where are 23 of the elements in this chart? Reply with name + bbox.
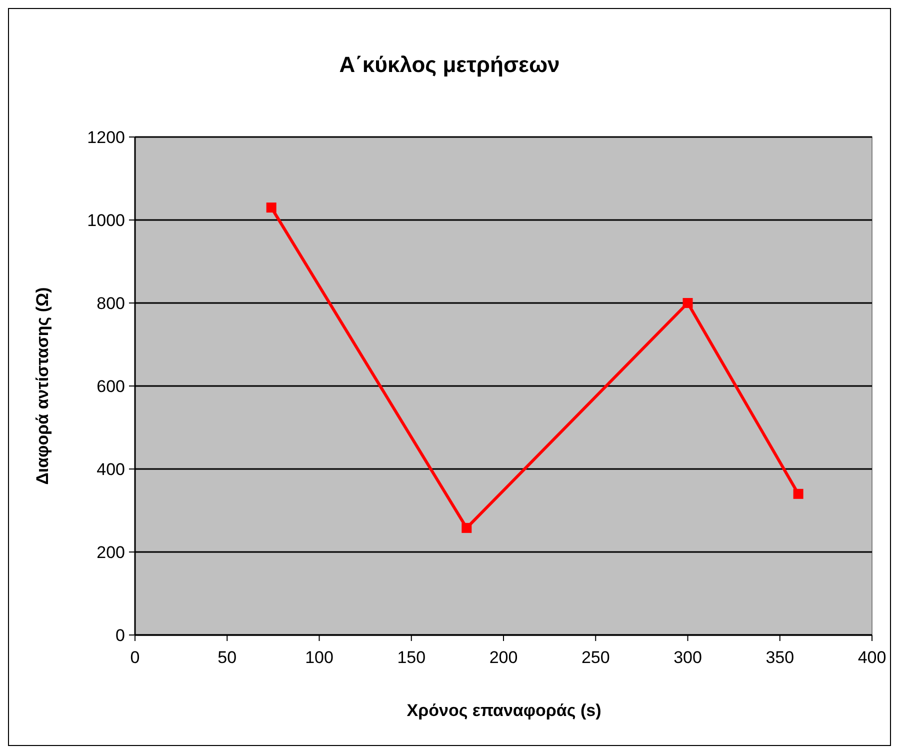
x-tick-label: 0: [130, 648, 140, 667]
point: [266, 202, 276, 213]
point: [793, 488, 804, 499]
y-tick-label: 0: [116, 626, 125, 645]
x-tick-label: 350: [766, 648, 794, 667]
point: [682, 298, 693, 308]
x-tick-label: 400: [858, 648, 886, 667]
y-tick-label: 1200: [87, 128, 125, 147]
y-tick-label: 1000: [87, 210, 125, 230]
y-tick-label: 800: [96, 294, 125, 313]
x-axis-title: Χρόνος επαναφοράς (s): [406, 701, 602, 720]
x-tick-label: 200: [489, 648, 518, 667]
x-tick-label: 100: [305, 648, 334, 667]
y-tick-label: 200: [96, 542, 125, 562]
x-tick-label: 250: [581, 648, 610, 667]
x-tick-label: 150: [397, 648, 426, 667]
point: [462, 522, 472, 533]
y-tick-label: 600: [96, 376, 125, 396]
x-tick-label: 300: [674, 648, 702, 667]
x-tick-label: 50: [218, 648, 237, 667]
y-axis-title: Διαφορά αντίστασης (Ω): [33, 287, 52, 485]
chart-title: Α΄κύκλος μετρήσεων: [339, 52, 560, 77]
y-tick-label: 400: [96, 460, 125, 479]
